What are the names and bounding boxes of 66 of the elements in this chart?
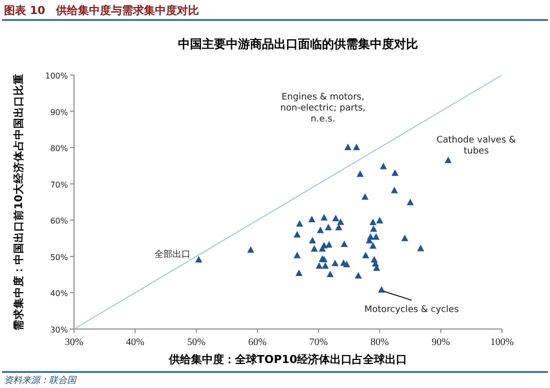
point [308, 216, 316, 222]
point [296, 269, 303, 276]
point [372, 233, 380, 240]
y-tick-label: 90% [50, 108, 68, 117]
x-tick-label: 60% [248, 337, 267, 348]
annotation: 全部出口 [154, 249, 191, 260]
annotation: Motorcycles & cycles [364, 305, 460, 316]
point [392, 169, 398, 176]
point [316, 262, 323, 269]
point [444, 156, 452, 164]
point [369, 218, 376, 226]
y-tick-label: 100% [45, 72, 68, 80]
point [316, 226, 324, 234]
point [352, 144, 360, 150]
point [340, 240, 348, 247]
x-tick-label: 50% [187, 337, 206, 348]
annotation: Cathode valves & tubes [436, 136, 516, 157]
point [294, 252, 301, 258]
point [380, 162, 387, 170]
point [344, 144, 352, 150]
annotation: Engines & motors, non-electric; parts, n.e.s. [280, 92, 366, 125]
point [326, 270, 334, 278]
x-axis-title: 供给集中度：全球TOP10经济体出口占全球出口 [168, 353, 408, 366]
y-tick-label: 80% [50, 144, 68, 154]
x-tick-label: 30% [64, 337, 84, 348]
point [332, 260, 339, 266]
point [354, 272, 362, 279]
y-tick-label: 70% [50, 180, 68, 190]
point [335, 224, 342, 230]
y-tick-label: 30% [50, 326, 68, 334]
point [247, 246, 254, 253]
y-tick-label: 40% [50, 289, 68, 298]
x-tick-label: 90% [432, 337, 450, 348]
point [362, 193, 369, 200]
point [308, 236, 316, 244]
point [401, 234, 408, 242]
x-tick-label: 100% [490, 337, 514, 348]
y-tick-label: 60% [50, 216, 68, 226]
x-tick-label: 70% [309, 337, 328, 348]
point [324, 224, 332, 230]
point [325, 241, 332, 248]
point [195, 256, 202, 263]
x-tick-label: 40% [126, 337, 144, 348]
chart-subtitle: 中国主要中游商品出口面临的供需集中度对比 [178, 37, 418, 51]
y-tick-label: 50% [50, 252, 68, 262]
point [370, 225, 378, 232]
point [296, 220, 304, 227]
chart-title: 图表 10 供给集中度与需求集中度对比 [4, 4, 200, 17]
point [320, 242, 328, 248]
point [337, 218, 344, 225]
point [332, 214, 340, 222]
x-tick-label: 80% [370, 337, 389, 348]
text: 资料来源：联合国 [4, 375, 77, 386]
point [343, 260, 350, 268]
point [369, 242, 376, 249]
point [376, 216, 384, 224]
point [406, 198, 414, 206]
point [362, 252, 370, 258]
point [294, 231, 301, 238]
point [310, 245, 318, 252]
y-axis-title: 需求集中度：中国出口前10大经济体占中国出口比重 [12, 74, 25, 330]
point [417, 244, 424, 252]
point [322, 262, 329, 269]
point [390, 186, 398, 194]
point [356, 170, 364, 177]
point [320, 214, 328, 220]
